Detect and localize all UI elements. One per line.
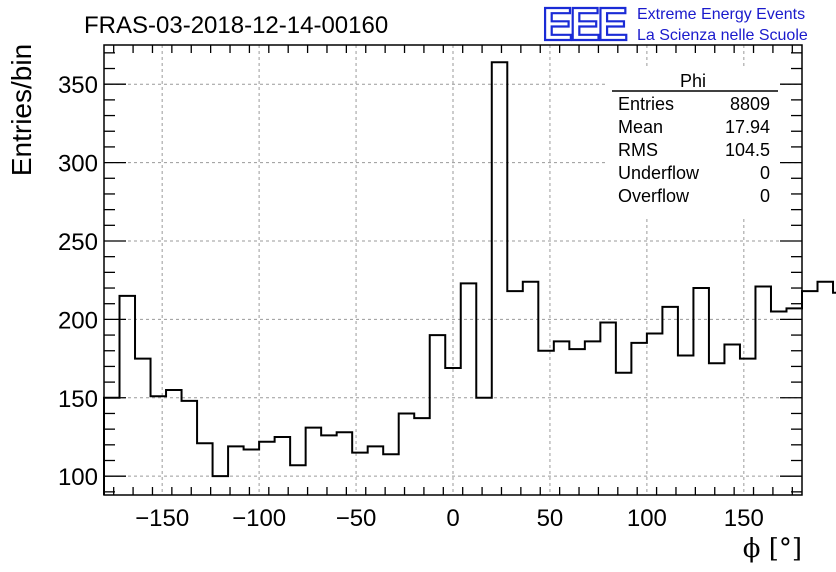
x-tick-label: 0 xyxy=(446,505,459,532)
x-tick-label: 100 xyxy=(627,505,667,532)
stats-label: Underflow xyxy=(618,163,700,183)
y-tick-label: 200 xyxy=(58,307,98,334)
y-tick-label: 100 xyxy=(58,464,98,491)
stats-title: Phi xyxy=(680,71,706,91)
plot-frame xyxy=(103,44,803,496)
x-axis-label: ϕ [°] xyxy=(743,534,802,564)
y-tick-labels: 100 150 200 250 300 350 xyxy=(58,72,98,491)
y-tick-label: 350 xyxy=(58,72,98,99)
stats-label: Mean xyxy=(618,117,663,137)
x-tick-label: −150 xyxy=(135,505,189,532)
eee-logo: EEE Extreme Energy Events La Scienza nel… xyxy=(541,0,808,51)
x-tick-label: −100 xyxy=(232,505,286,532)
stats-value: 8809 xyxy=(730,94,770,114)
stats-label: Overflow xyxy=(618,186,690,206)
stats-label: RMS xyxy=(618,140,658,160)
stats-value: 17.94 xyxy=(725,117,770,137)
x-tick-label: 150 xyxy=(724,505,764,532)
logo-line-2: La Scienza nelle Scuole xyxy=(637,27,808,44)
stats-value: 0 xyxy=(760,186,770,206)
stats-box: Phi Entries 8809 Mean 17.94 RMS 104.5 Underflo… xyxy=(608,66,780,216)
stats-label: Entries xyxy=(618,94,674,114)
histogram-line xyxy=(103,61,836,495)
y-axis-label: Entries/bin xyxy=(6,44,37,176)
x-tick-label: 50 xyxy=(537,505,564,532)
x-tick-label: −50 xyxy=(336,505,377,532)
stats-value: 0 xyxy=(760,163,770,183)
x-tick-labels: −150 −100 −50 0 50 100 150 xyxy=(135,505,764,532)
axis-ticks xyxy=(104,45,802,495)
chart-title: FRAS-03-2018-12-14-00160 xyxy=(84,12,388,39)
stats-value: 104.5 xyxy=(725,140,770,160)
y-tick-label: 150 xyxy=(58,386,98,413)
logo-mark: EEE xyxy=(542,0,626,50)
y-tick-label: 300 xyxy=(58,151,98,178)
logo-line-1: Extreme Energy Events xyxy=(637,6,805,23)
y-tick-label: 250 xyxy=(58,229,98,256)
